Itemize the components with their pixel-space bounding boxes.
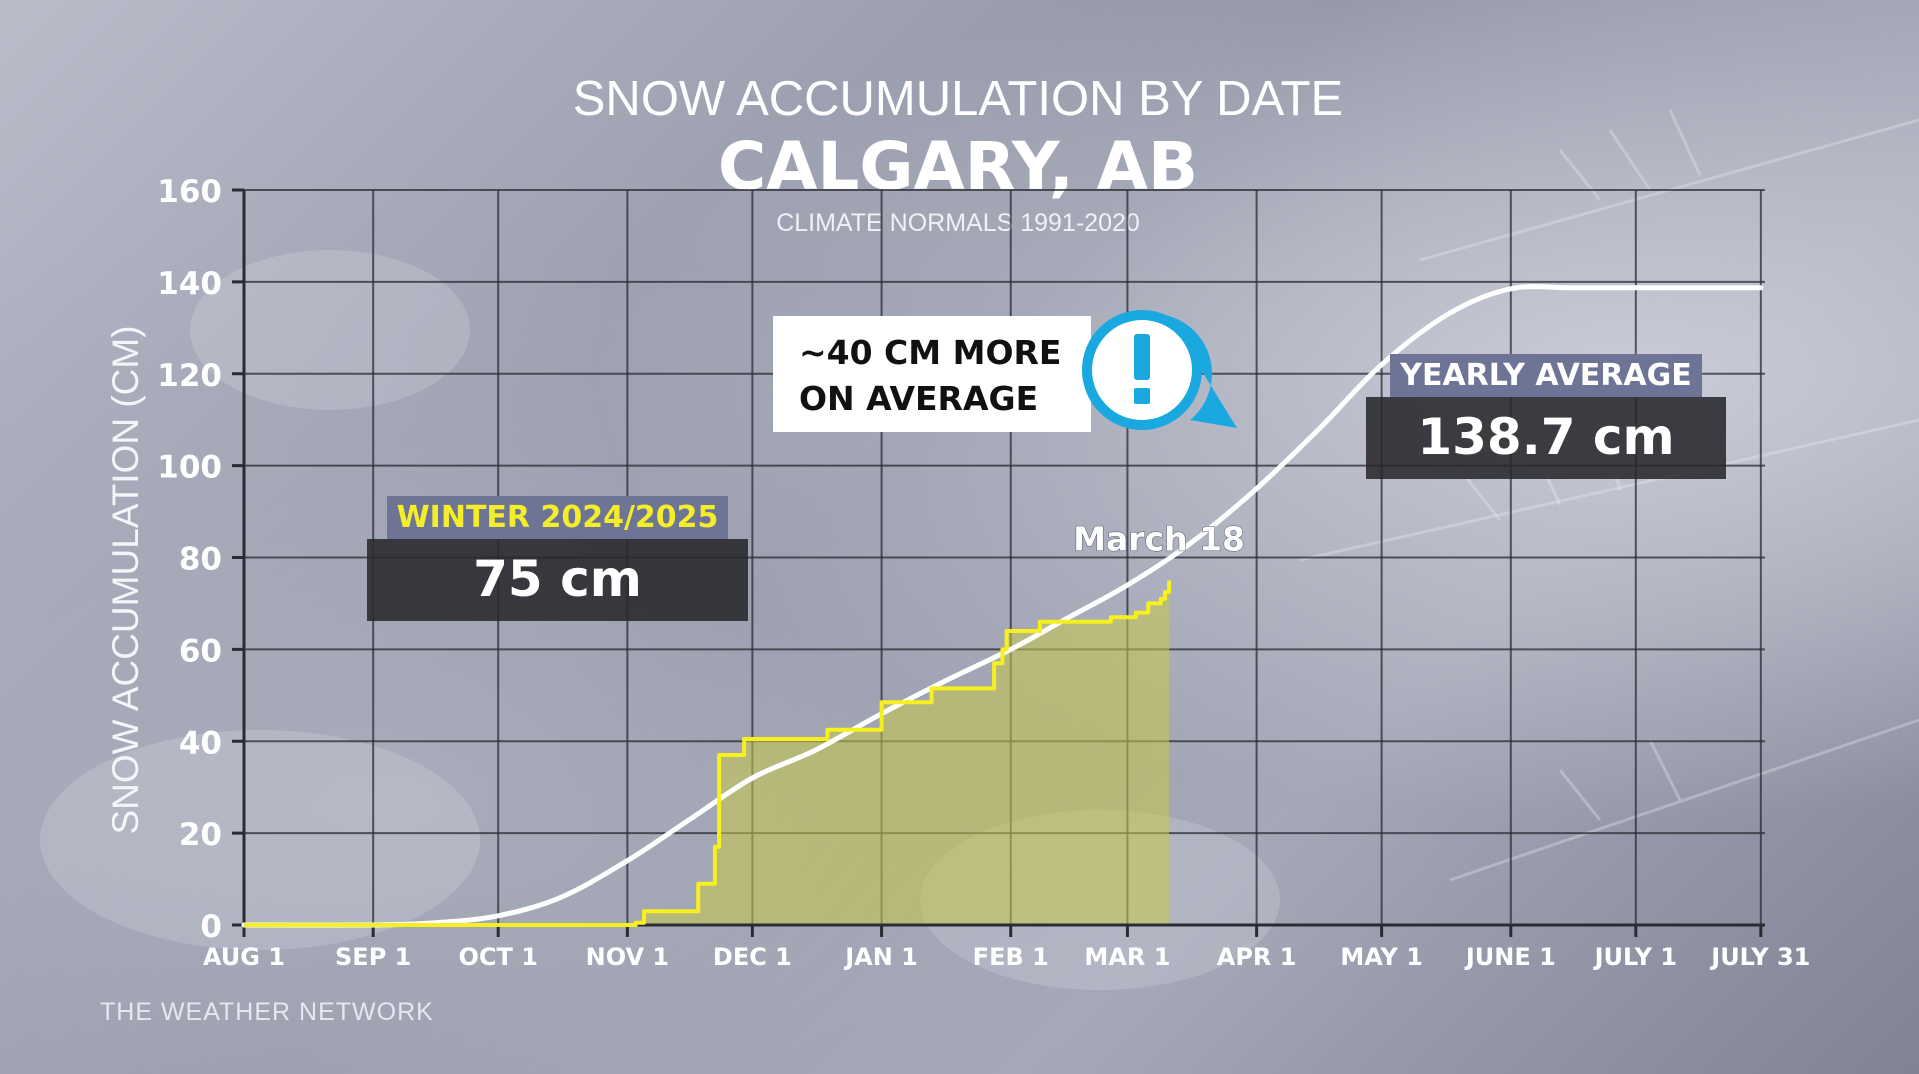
chart-title: SNOW ACCUMULATION BY DATE [573, 72, 1343, 126]
x-tick-labels: AUG 1 SEP 1 OCT 1 NOV 1 DEC 1 JAN 1 FEB 1 MAR 1… [203, 943, 1810, 971]
x-tick-label: JULY 31 [1709, 943, 1810, 971]
chart-subtitle: CLIMATE NORMALS 1991-2020 [776, 209, 1140, 237]
x-tick-label: APR 1 [1217, 943, 1297, 971]
y-tick-label: 60 [179, 633, 222, 669]
winter-total-box: WINTER 2024/2025 75 cm [367, 496, 748, 621]
x-tick-label: DEC 1 [713, 943, 792, 971]
x-tick-label: FEB 1 [973, 943, 1049, 971]
winter-total-label: WINTER 2024/2025 [386, 496, 729, 539]
x-tick-label: JUNE 1 [1464, 943, 1556, 971]
x-tick-label: JAN 1 [843, 943, 918, 971]
winter-fill-area [619, 580, 1170, 925]
brand-logo-text: THE WEATHER NETWORK [100, 998, 434, 1026]
y-tick-label: 40 [179, 725, 222, 761]
x-tick-label: SEP 1 [335, 943, 411, 971]
exclamation-alert-icon [1082, 310, 1237, 430]
x-tick-label: NOV 1 [586, 943, 669, 971]
difference-callout: ~40 CM MORE ON AVERAGE [773, 316, 1091, 432]
x-tick-label: AUG 1 [203, 943, 285, 971]
y-tick-label: 160 [157, 174, 222, 210]
x-tick-label: OCT 1 [458, 943, 537, 971]
y-tick-label: 80 [179, 542, 222, 578]
yearly-average-box: YEARLY AVERAGE 138.7 cm [1366, 354, 1726, 479]
x-tick-label: MAY 1 [1340, 943, 1423, 971]
yearly-average-label: YEARLY AVERAGE [1390, 354, 1702, 397]
callout-line-1: ~40 CM MORE [799, 333, 1062, 372]
march-18-annotation: March 18 [1073, 519, 1245, 558]
callout-line-2: ON AVERAGE [799, 379, 1039, 418]
x-tick-label: JULY 1 [1593, 943, 1677, 971]
y-tick-label: 140 [157, 266, 222, 302]
y-tick-label: 120 [157, 358, 222, 394]
yearly-average-value: 138.7 cm [1366, 397, 1726, 479]
y-tick-label: 20 [179, 817, 222, 853]
average-series-line [241, 284, 1764, 928]
winter-total-value: 75 cm [367, 539, 748, 621]
y-tick-labels: 0 20 40 60 80 100 120 140 160 [157, 174, 222, 945]
winter-series-line [244, 580, 1172, 927]
y-tick-label: 0 [200, 909, 222, 945]
chart-city-title: CALGARY, AB [718, 128, 1198, 205]
x-tick-label: MAR 1 [1084, 943, 1170, 971]
y-axis-label: SNOW ACCUMULATION (CM) [105, 325, 146, 834]
y-tick-label: 100 [157, 450, 222, 486]
